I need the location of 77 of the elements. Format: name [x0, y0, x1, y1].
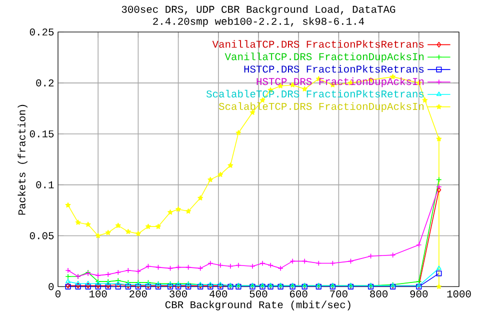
point: [176, 264, 182, 270]
point: [105, 230, 111, 236]
point: [198, 195, 204, 200]
point: [218, 262, 224, 268]
point: [390, 252, 396, 258]
point: [105, 272, 111, 278]
point: [368, 253, 374, 259]
point: [146, 224, 151, 229]
point: [135, 268, 142, 274]
y-tick-label: 0.1: [36, 181, 54, 188]
y-tick-label: 0.2: [36, 79, 54, 86]
point: [115, 270, 121, 276]
point: [278, 266, 284, 272]
point: [436, 270, 442, 276]
x-tick-label: 100: [89, 290, 107, 298]
point: [76, 280, 81, 286]
point: [186, 264, 192, 270]
point: [436, 136, 442, 142]
point: [260, 260, 266, 266]
point: [168, 209, 173, 215]
x-tick-label: 500: [250, 290, 268, 298]
point: [155, 264, 162, 270]
point: [236, 262, 242, 268]
point: [136, 230, 141, 236]
point: [302, 86, 308, 92]
point: [115, 278, 121, 284]
chart-subtitle: 2.4.20smp web100-2.2.1, sk98-6.1.4: [153, 17, 364, 27]
point: [250, 110, 256, 115]
point: [208, 176, 214, 182]
legend-label: VanillaTCP.DRS FractionPktsRetrans: [212, 40, 424, 48]
point: [125, 268, 131, 274]
point: [290, 258, 296, 264]
legend-label: VanillaTCP.DRS FractionDupAcksIn: [224, 52, 424, 62]
x-tick-label: 800: [370, 290, 388, 298]
point: [416, 242, 422, 248]
point: [176, 206, 181, 212]
x-tick-label: 200: [130, 290, 147, 298]
point: [228, 263, 234, 270]
y-tick-label: 0.05: [30, 232, 54, 240]
point: [95, 232, 101, 238]
point: [228, 162, 234, 168]
point: [86, 280, 91, 286]
point: [236, 130, 242, 136]
point: [208, 260, 214, 266]
point: [75, 220, 81, 225]
chart-title: 300sec DRS, UDP CBR Background Load, DataTAG: [122, 5, 396, 15]
point: [115, 222, 121, 228]
x-tick-label: 1000: [447, 290, 471, 298]
point: [302, 258, 308, 264]
point: [145, 263, 152, 270]
point: [65, 202, 71, 208]
y-axis-title: Packets (fraction): [18, 104, 28, 215]
x-tick-label: 900: [410, 290, 428, 298]
point: [218, 172, 224, 177]
point: [348, 258, 354, 264]
y-tick-label: 0.15: [30, 130, 54, 138]
x-axis-title: CBR Background Rate (mbit/sec): [165, 300, 350, 310]
point: [422, 97, 428, 103]
point: [198, 266, 204, 272]
y-tick-label: 0.25: [30, 28, 54, 36]
point: [330, 260, 336, 266]
y-tick-label: 0: [48, 283, 54, 290]
point: [436, 284, 442, 289]
x-tick-label: 300: [170, 290, 188, 298]
x-tick-label: 700: [330, 290, 348, 298]
point: [316, 260, 322, 266]
x-tick-label: 400: [210, 290, 228, 298]
x-tick-label: 0: [56, 290, 60, 298]
point: [268, 262, 274, 268]
point: [125, 228, 131, 234]
point: [186, 208, 192, 214]
x-tick-label: 600: [290, 290, 308, 298]
point: [156, 224, 161, 229]
point: [85, 222, 91, 227]
point: [167, 266, 174, 272]
point: [250, 263, 256, 270]
legend-label: HSTCP.DRS FractionPktsRetrans: [244, 65, 424, 73]
